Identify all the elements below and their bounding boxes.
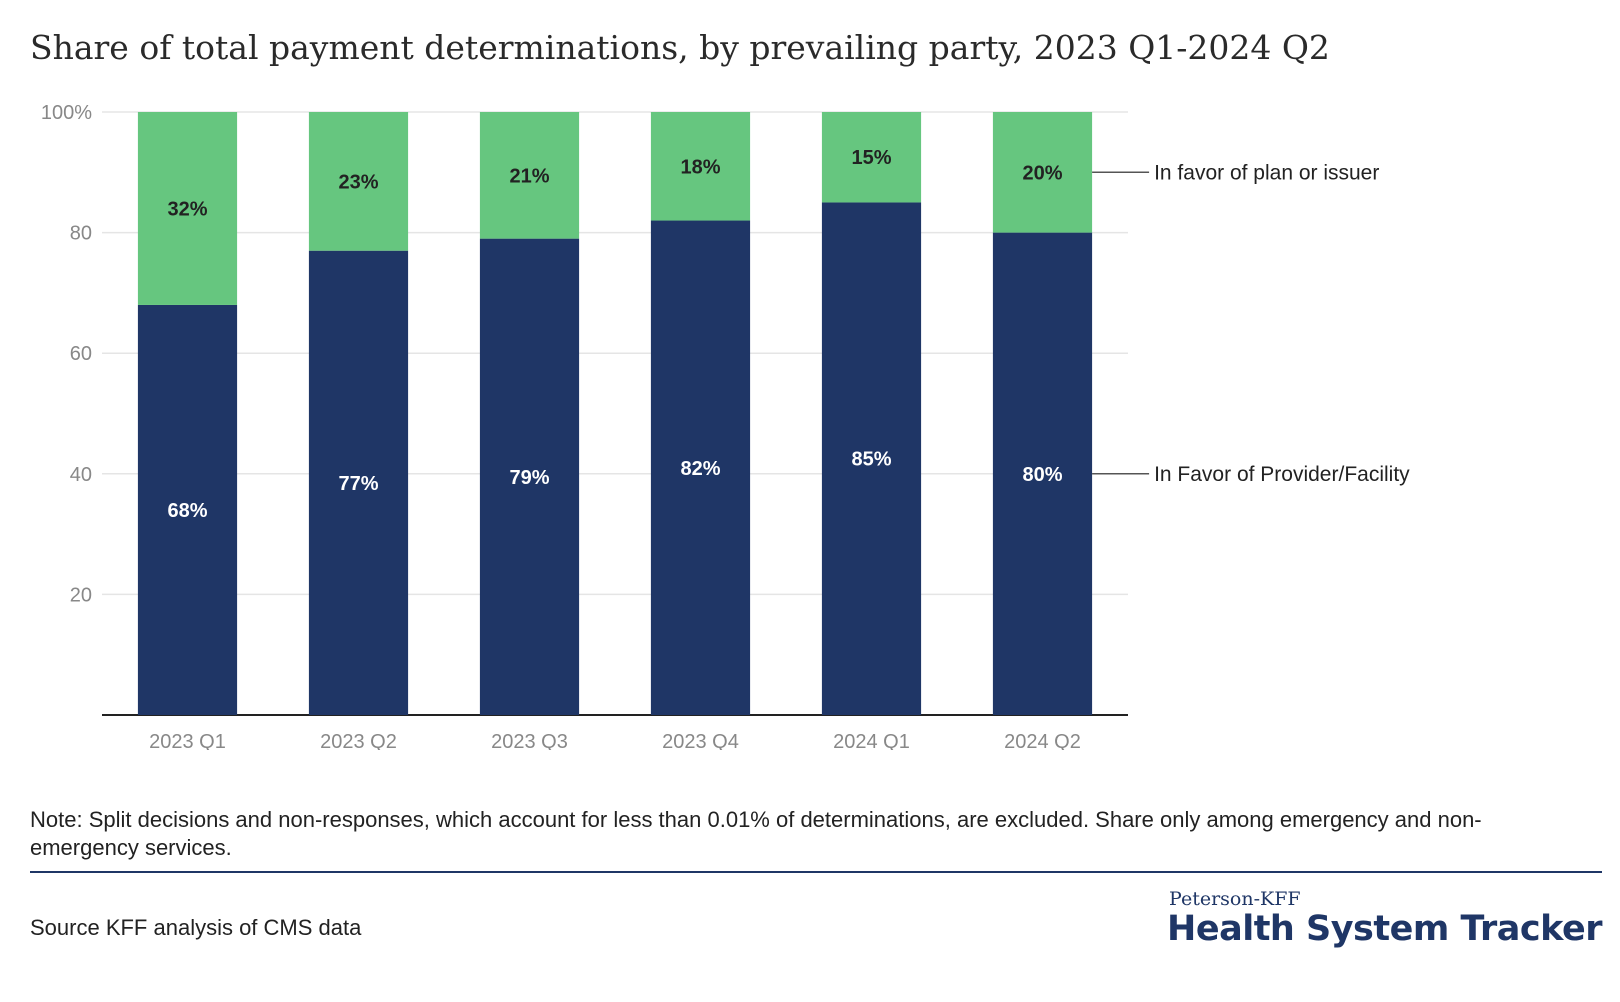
y-tick-label: 20 [70,584,92,606]
x-axis-ticks: 2023 Q1 2023 Q2 2023 Q3 2023 Q4 2024 Q1 2024 … [149,731,1081,750]
y-tick-label: 100% [41,102,92,124]
data-labels: 68% 32% 77% 23% 79% 21% 82% 18% 85% 15% 80% 20% [167,147,1062,522]
y-axis-ticks: 20 40 60 80 100% [41,102,92,606]
legend: In Favor of Provider/Facility In favor of… [1092,161,1410,486]
stacked-bar-chart: 20 40 60 80 100% 68% 32% 77% 23% 79% 21% 82% 18% 85%… [41,102,1410,750]
data-label-plan: 18% [680,156,720,178]
bar-provider [137,304,238,715]
x-tick-label: 2024 Q1 [833,731,910,750]
data-label-plan: 20% [1022,162,1062,184]
data-label-plan: 32% [167,198,207,220]
x-tick-label: 2023 Q2 [320,731,397,750]
bar-plan [992,112,1093,233]
bar-plan [137,112,238,305]
logo-top-text: Peterson-KFF [1169,888,1301,910]
y-tick-label: 40 [70,464,92,486]
data-label-plan: 23% [338,171,378,193]
x-tick-label: 2023 Q1 [149,731,226,750]
data-label-provider: 68% [167,500,207,522]
data-label-provider: 77% [338,473,378,495]
bar-plan [308,112,409,251]
data-label-provider: 80% [1022,464,1062,486]
data-label-provider: 85% [851,449,891,471]
y-tick-label: 80 [70,223,92,245]
data-label-plan: 21% [509,165,549,187]
x-tick-label: 2024 Q2 [1004,731,1081,750]
chart-source: Source KFF analysis of CMS data [30,915,362,940]
y-tick-label: 60 [70,343,92,365]
bar-provider [821,202,922,715]
bar-plan [821,112,922,203]
bar-plan [479,112,580,239]
chart-note: Note: Split decisions and non-responses,… [30,807,1482,860]
data-label-provider: 82% [680,458,720,480]
legend-label: In favor of plan or issuer [1154,161,1379,184]
bar-provider [650,220,751,716]
data-label-plan: 15% [851,147,891,169]
x-tick-label: 2023 Q3 [491,731,568,750]
x-tick-label: 2023 Q4 [662,731,739,750]
gridlines [102,111,1128,716]
bars [137,112,1093,716]
divider [30,871,1602,873]
bar-provider [992,232,1093,715]
data-label-provider: 79% [509,467,549,489]
chart-title: Share of total payment determinations, b… [30,28,1330,67]
logo-main-text: Health System Tracker [1167,909,1602,949]
bar-plan [650,112,751,221]
bar-provider [308,250,409,715]
bar-provider [479,238,580,715]
logo: Peterson-KFF Health System Tracker [1167,888,1602,948]
legend-label: In Favor of Provider/Facility [1154,463,1410,486]
